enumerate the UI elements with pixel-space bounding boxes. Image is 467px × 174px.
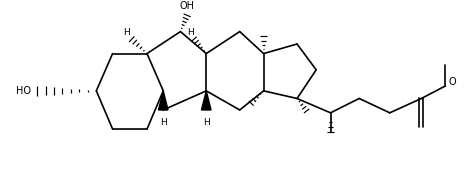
Text: H: H bbox=[187, 28, 193, 37]
Polygon shape bbox=[158, 91, 168, 110]
Polygon shape bbox=[201, 91, 211, 110]
Text: HO: HO bbox=[16, 86, 31, 96]
Text: H: H bbox=[203, 118, 210, 127]
Text: H: H bbox=[124, 28, 130, 37]
Text: OH: OH bbox=[180, 1, 195, 11]
Text: H: H bbox=[160, 118, 167, 127]
Text: O: O bbox=[448, 77, 456, 87]
